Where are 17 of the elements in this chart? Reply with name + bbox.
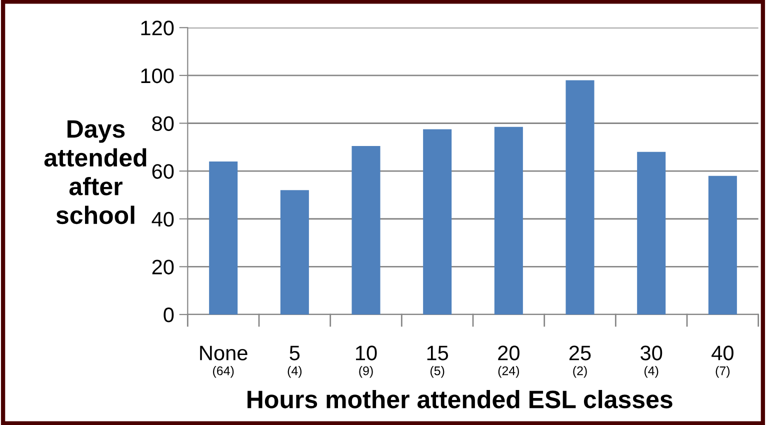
category-label: 40 (7) bbox=[712, 346, 734, 378]
y-tick-label: 20 bbox=[152, 260, 174, 274]
x-axis-title: Hours mother attended ESL classes bbox=[248, 390, 672, 408]
category-label: 5 (4) bbox=[288, 346, 302, 378]
y-tick-label: 0 bbox=[164, 308, 174, 322]
y-tick-label: 100 bbox=[141, 68, 174, 84]
y-tick-label: 60 bbox=[152, 164, 174, 179]
category-label: 20 (24) bbox=[498, 346, 520, 378]
y-tick-label: 40 bbox=[152, 212, 174, 227]
category-label: 15 (5) bbox=[427, 346, 448, 378]
category-label: None (64) bbox=[200, 346, 248, 378]
y-tick-label: 80 bbox=[152, 116, 174, 132]
category-label: 10 (9) bbox=[356, 346, 377, 378]
category-label: 30 (4) bbox=[640, 346, 662, 378]
y-axis-title: Days attended after school bbox=[44, 120, 146, 224]
category-label: 25 (2) bbox=[569, 346, 591, 378]
y-tick-label: 120 bbox=[141, 20, 174, 36]
